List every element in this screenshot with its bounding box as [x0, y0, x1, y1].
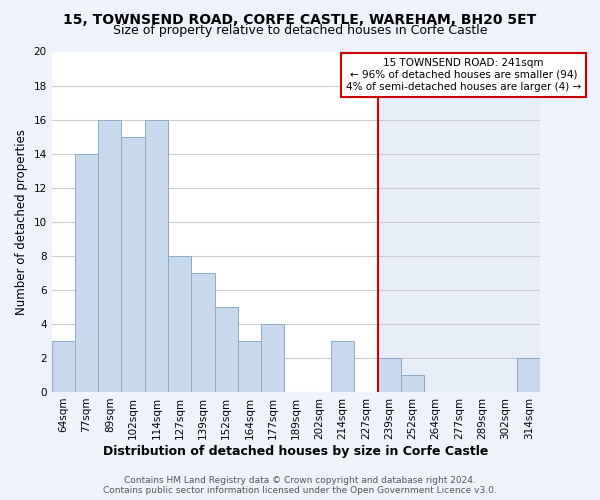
Text: Size of property relative to detached houses in Corfe Castle: Size of property relative to detached ho…	[113, 24, 487, 37]
Text: Contains HM Land Registry data © Crown copyright and database right 2024.
Contai: Contains HM Land Registry data © Crown c…	[103, 476, 497, 495]
Bar	[145, 120, 168, 392]
Bar	[168, 256, 191, 392]
Bar	[98, 120, 121, 392]
Bar	[261, 324, 284, 392]
Bar	[52, 52, 377, 392]
Bar	[517, 358, 541, 392]
Text: 15, TOWNSEND ROAD, CORFE CASTLE, WAREHAM, BH20 5ET: 15, TOWNSEND ROAD, CORFE CASTLE, WAREHAM…	[64, 12, 536, 26]
X-axis label: Distribution of detached houses by size in Corfe Castle: Distribution of detached houses by size …	[103, 444, 489, 458]
Bar	[121, 136, 145, 392]
Bar	[401, 375, 424, 392]
Bar	[377, 52, 541, 392]
Y-axis label: Number of detached properties: Number of detached properties	[15, 128, 28, 314]
Bar	[377, 358, 401, 392]
Bar	[238, 341, 261, 392]
Bar	[75, 154, 98, 392]
Text: 15 TOWNSEND ROAD: 241sqm
← 96% of detached houses are smaller (94)
4% of semi-de: 15 TOWNSEND ROAD: 241sqm ← 96% of detach…	[346, 58, 581, 92]
Bar	[191, 273, 215, 392]
Bar	[52, 341, 75, 392]
Bar	[331, 341, 354, 392]
Bar	[215, 307, 238, 392]
